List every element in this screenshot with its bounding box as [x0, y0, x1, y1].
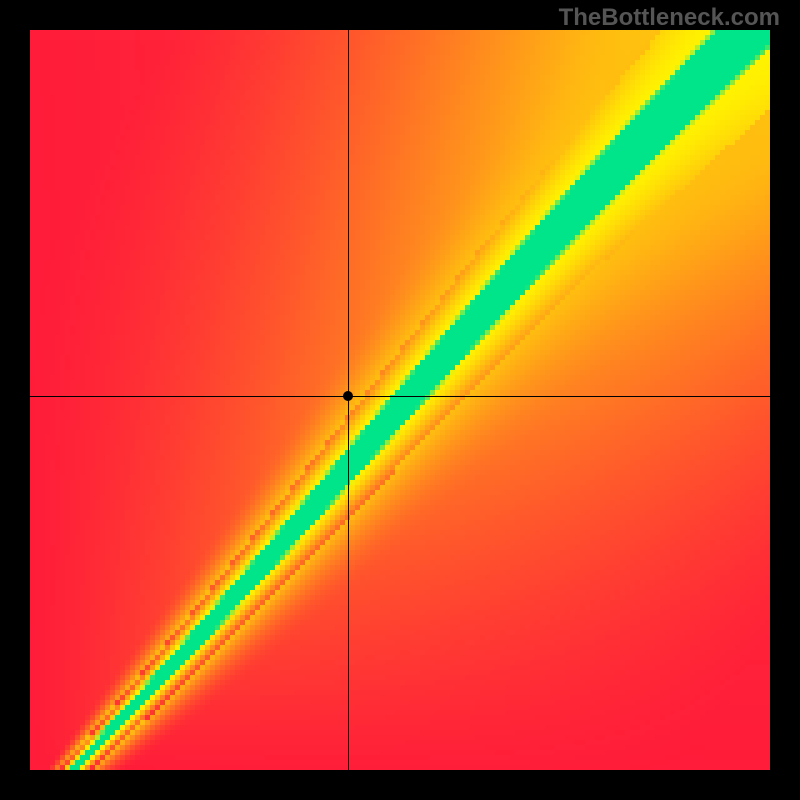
crosshair-marker: [343, 391, 353, 401]
crosshair-horizontal: [30, 396, 770, 397]
plot-area: [30, 30, 770, 770]
chart-frame: TheBottleneck.com: [0, 0, 800, 800]
heatmap-canvas: [30, 30, 770, 770]
watermark-text: TheBottleneck.com: [559, 4, 780, 32]
